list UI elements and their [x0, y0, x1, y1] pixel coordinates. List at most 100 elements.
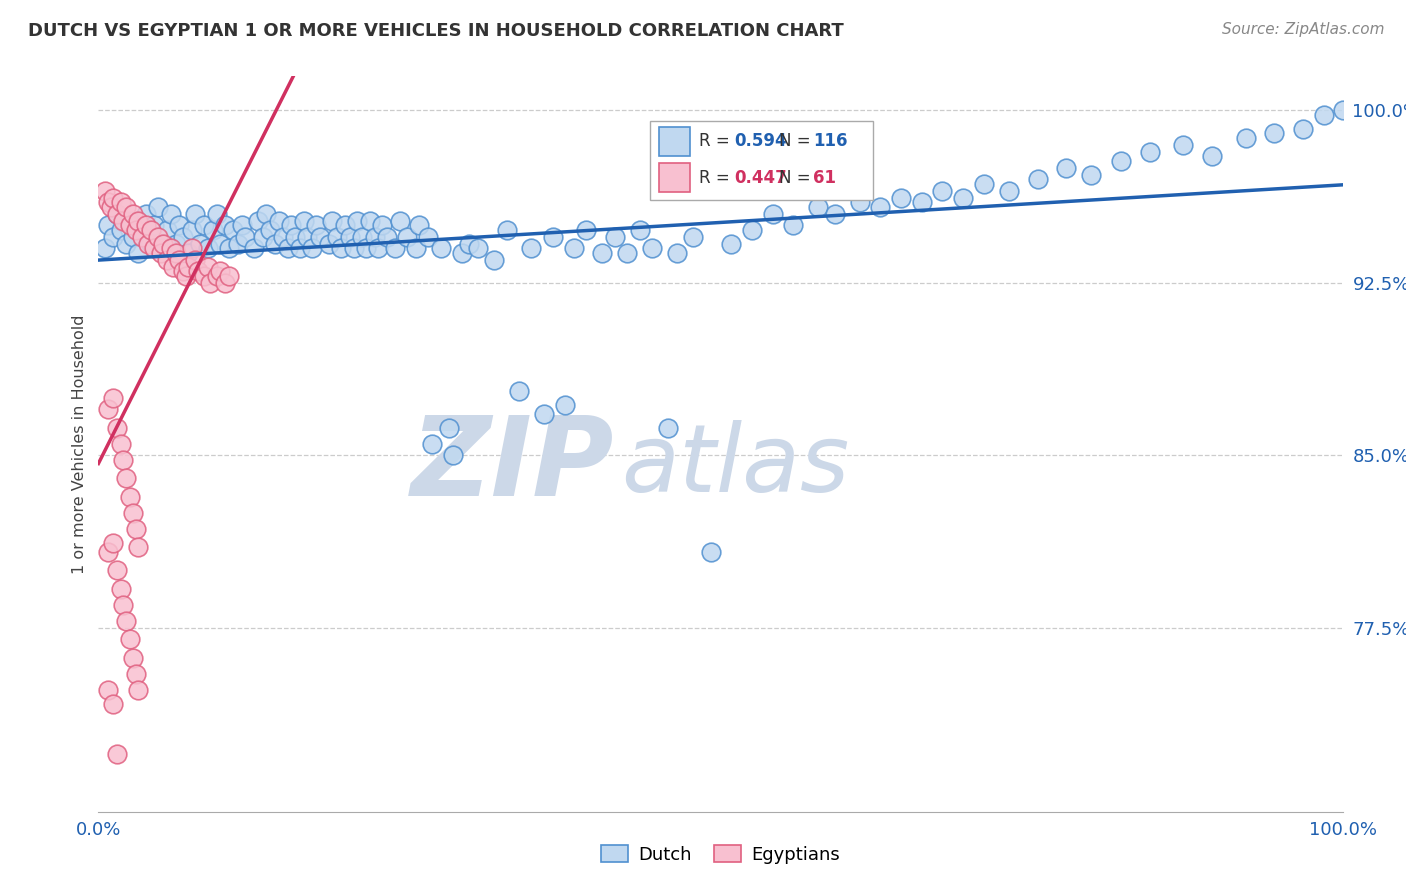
Point	[205, 268, 228, 283]
Point	[122, 650, 145, 665]
Point	[143, 241, 166, 255]
Point	[264, 236, 287, 251]
Point	[271, 229, 294, 244]
Point	[105, 207, 128, 221]
Point	[177, 246, 200, 260]
Point	[146, 229, 169, 244]
Point	[352, 229, 374, 244]
Text: R =: R =	[699, 132, 730, 151]
Point	[1313, 108, 1336, 122]
Point	[467, 241, 489, 255]
Point	[554, 398, 576, 412]
Point	[252, 229, 274, 244]
Point	[1026, 172, 1049, 186]
Point	[342, 241, 364, 255]
Point	[657, 420, 679, 434]
Point	[184, 252, 207, 267]
Point	[405, 241, 427, 255]
Point	[135, 207, 157, 221]
Point	[1234, 131, 1257, 145]
Point	[127, 246, 149, 260]
Point	[321, 213, 343, 227]
Point	[127, 541, 149, 555]
Point	[309, 229, 332, 244]
Point	[1139, 145, 1161, 159]
Point	[193, 219, 215, 233]
Point	[782, 219, 804, 233]
Point	[100, 200, 122, 214]
Point	[125, 223, 148, 237]
Point	[152, 236, 174, 251]
Point	[105, 563, 128, 577]
Point	[125, 522, 148, 536]
Point	[520, 241, 543, 255]
Point	[114, 236, 136, 251]
Y-axis label: 1 or more Vehicles in Household: 1 or more Vehicles in Household	[72, 314, 87, 574]
Point	[233, 229, 256, 244]
Point	[869, 200, 891, 214]
Point	[209, 236, 232, 251]
Point	[131, 229, 153, 244]
Bar	[658, 163, 690, 192]
Point	[105, 747, 128, 762]
Point	[103, 229, 125, 244]
Point	[931, 184, 953, 198]
Point	[112, 213, 135, 227]
Point	[152, 241, 174, 255]
Point	[149, 246, 172, 260]
Point	[450, 246, 472, 260]
Point	[209, 264, 232, 278]
Point	[1263, 126, 1285, 140]
Point	[193, 268, 215, 283]
Point	[201, 223, 224, 237]
Point	[495, 223, 517, 237]
Point	[1080, 168, 1102, 182]
Point	[226, 236, 249, 251]
Point	[641, 241, 664, 255]
FancyBboxPatch shape	[650, 120, 873, 200]
Point	[218, 268, 240, 283]
Point	[246, 213, 269, 227]
Point	[371, 219, 394, 233]
Point	[533, 407, 555, 421]
Point	[384, 241, 406, 255]
Point	[222, 223, 245, 237]
Point	[97, 402, 120, 417]
Point	[824, 207, 846, 221]
Text: 0.447: 0.447	[734, 169, 787, 186]
Point	[118, 213, 141, 227]
Point	[174, 268, 197, 283]
Point	[156, 223, 179, 237]
Point	[122, 207, 145, 221]
Point	[190, 236, 212, 251]
Point	[118, 219, 141, 233]
Point	[93, 241, 115, 255]
Point	[458, 236, 481, 251]
Text: N =: N =	[779, 132, 811, 151]
Point	[139, 236, 162, 251]
Point	[363, 229, 385, 244]
Point	[105, 420, 128, 434]
Text: ZIP: ZIP	[412, 412, 614, 519]
Point	[110, 436, 132, 450]
Point	[359, 213, 381, 227]
Point	[333, 219, 356, 233]
Point	[1331, 103, 1354, 118]
Point	[110, 195, 132, 210]
Point	[259, 223, 281, 237]
Point	[330, 241, 353, 255]
Point	[169, 252, 191, 267]
Point	[122, 506, 145, 520]
Point	[288, 241, 311, 255]
Point	[172, 229, 194, 244]
Point	[482, 252, 505, 267]
Point	[1292, 121, 1315, 136]
Point	[367, 241, 389, 255]
Point	[318, 236, 340, 251]
Point	[122, 229, 145, 244]
Point	[699, 545, 721, 559]
Point	[112, 598, 135, 612]
Point	[114, 200, 136, 214]
Point	[666, 246, 689, 260]
Point	[131, 223, 153, 237]
